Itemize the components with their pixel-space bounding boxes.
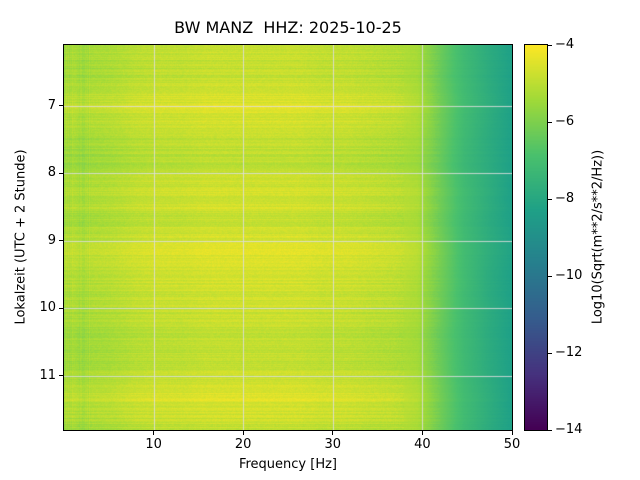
- x-tick-label: 20: [234, 437, 252, 452]
- y-tick-label: 10: [39, 300, 56, 316]
- colorbar-tick-label: −4: [555, 37, 575, 52]
- x-tick-mark: [511, 431, 513, 435]
- x-axis-label: Frequency [Hz]: [238, 457, 338, 472]
- x-tick-label: 10: [145, 437, 162, 452]
- x-tick-mark: [332, 431, 334, 435]
- x-tick-mark: [421, 431, 423, 435]
- colorbar-tick-mark: [548, 198, 552, 200]
- chart-title: BW MANZ HHZ: 2025-10-25: [174, 18, 402, 37]
- y-tick-mark: [59, 172, 63, 174]
- x-tick-label: 40: [414, 437, 431, 452]
- colorbar-tick-mark: [548, 429, 552, 431]
- colorbar-tick-label: −10: [555, 268, 583, 283]
- colorbar-label: Log10(Sqrt(m**2/s**2/Hz)): [590, 149, 606, 325]
- y-tick-mark: [59, 375, 63, 377]
- x-tick-label: 30: [324, 437, 342, 452]
- colorbar-tick-mark: [548, 275, 552, 277]
- colorbar-tick-label: −12: [555, 345, 583, 360]
- x-tick-mark: [242, 431, 244, 435]
- x-tick-mark: [153, 431, 155, 435]
- y-tick-label: 8: [47, 165, 56, 181]
- x-tick-label: 50: [503, 437, 521, 452]
- colorbar-tick-label: −14: [555, 422, 583, 437]
- colorbar-tick-label: −6: [555, 114, 575, 129]
- y-tick-mark: [59, 307, 63, 309]
- colorbar-tick-label: −8: [555, 191, 575, 206]
- y-tick-label: 9: [47, 232, 56, 248]
- y-tick-mark: [59, 240, 63, 242]
- y-tick-mark: [59, 105, 63, 107]
- colorbar-tick-mark: [548, 44, 552, 46]
- spectrogram-heatmap: [64, 45, 512, 430]
- colorbar-tick-mark: [548, 352, 552, 354]
- colorbar-tick-mark: [548, 121, 552, 123]
- colorbar: [525, 45, 547, 430]
- y-tick-label: 11: [39, 367, 56, 383]
- y-tick-label: 7: [47, 97, 56, 113]
